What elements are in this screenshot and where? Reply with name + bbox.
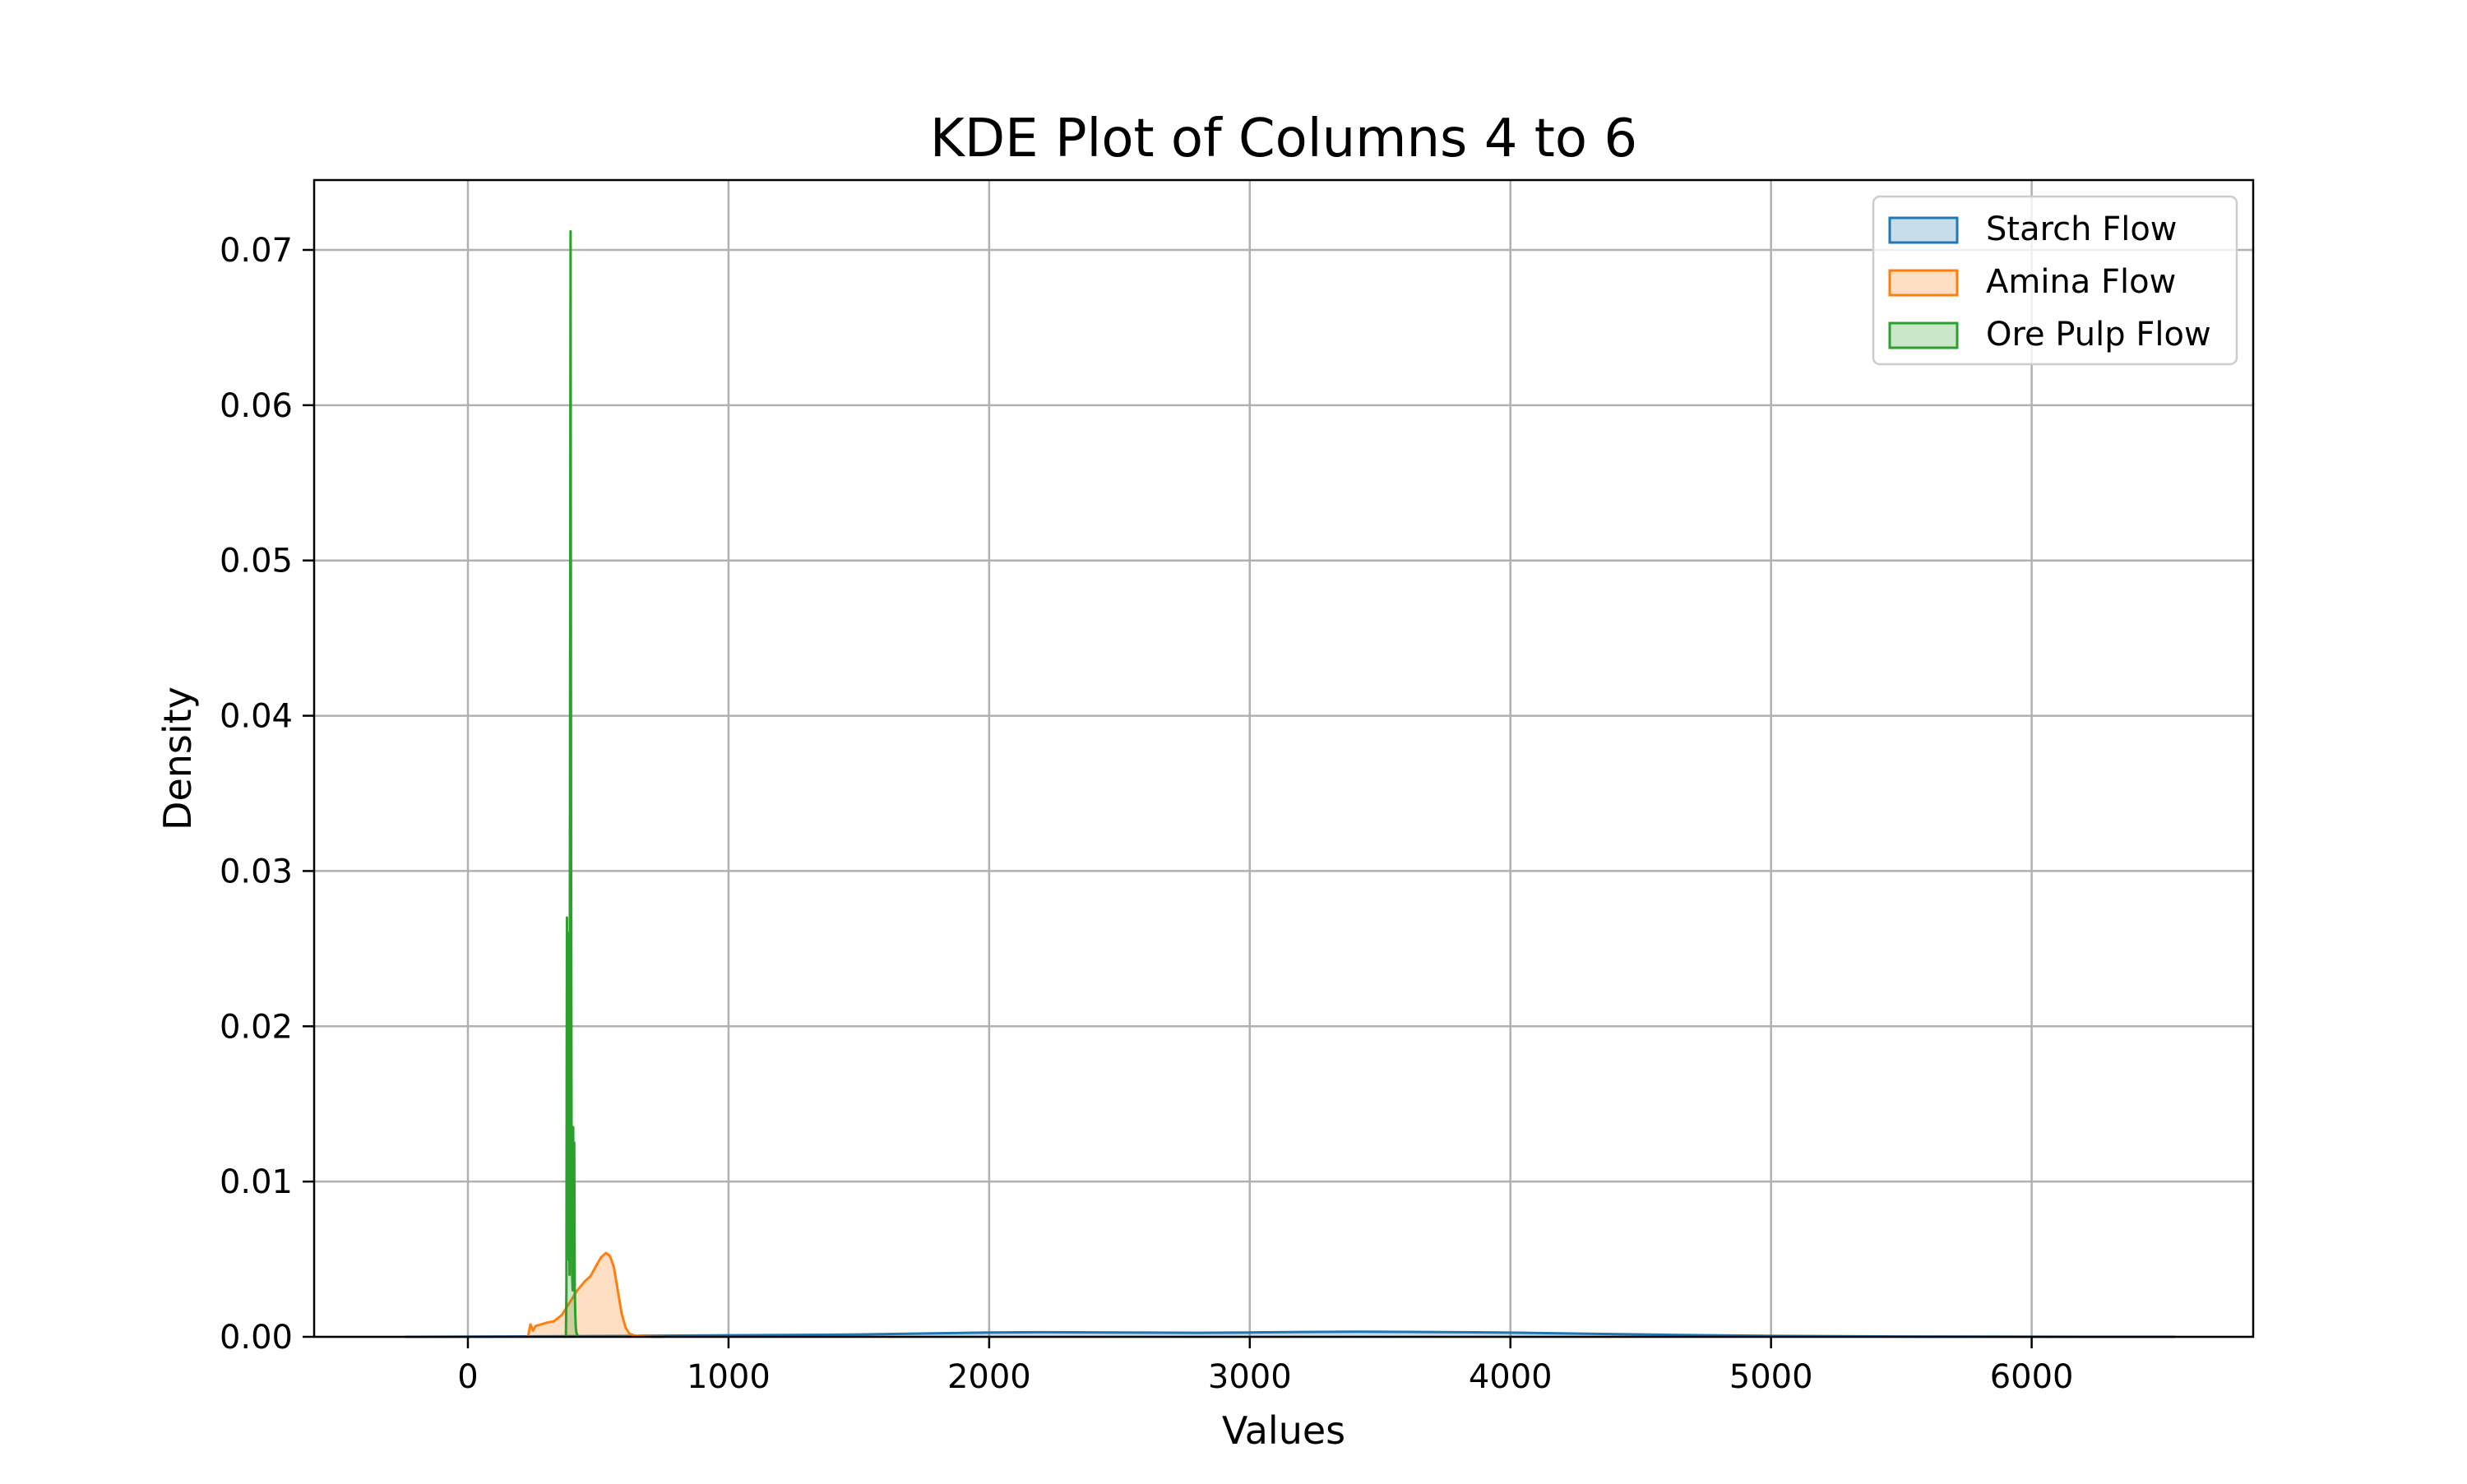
y-tick-label-1: 0.01 [220,1163,293,1201]
x-tick-label-5: 5000 [1729,1358,1813,1396]
x-axis-label: Values [1222,1408,1345,1453]
x-tick-label-6: 6000 [1990,1358,2074,1396]
grid-lines [314,180,2253,1338]
legend-swatch-amina-flow [1888,269,1959,297]
legend-swatch-ore-pulp-flow [1888,321,1959,349]
amina-flow-line [526,1251,664,1338]
series-layer [405,229,2175,1338]
legend-box [1872,195,2238,366]
y-tick-label-6: 0.06 [220,387,293,425]
y-tick-label-5: 0.05 [220,543,293,580]
plot-frame [312,178,2255,1338]
y-axis-label: Density [155,687,200,830]
starch-flow-line [405,1330,2175,1338]
legend-label-amina-flow: Amina Flow [1986,263,2176,301]
y-tick-label-0: 0.00 [220,1319,293,1357]
x-tick-label-0: 0 [457,1358,478,1396]
ore-pulp-flow-line [564,229,580,1338]
chart-title: KDE Plot of Columns 4 to 6 [930,109,1637,169]
y-tick-label-2: 0.02 [220,1008,293,1046]
legend-label-starch-flow: Starch Flow [1986,210,2178,248]
x-tick-label-3: 3000 [1208,1358,1292,1396]
x-tick-label-4: 4000 [1469,1358,1553,1396]
x-tick-label-2: 2000 [947,1358,1031,1396]
y-tick-label-4: 0.04 [220,698,293,736]
y-tick-label-7: 0.07 [220,232,293,270]
x-tick-label-1: 1000 [687,1358,771,1396]
axis-ticks: 0 1000 2000 3000 4000 5000 6000 0.00 0.01 0.02 0.0… [220,232,2074,1396]
legend: Starch Flow Amina Flow Ore Pulp Flow [1872,195,2238,366]
y-tick-label-3: 0.03 [220,853,293,890]
legend-label-ore-pulp-flow: Ore Pulp Flow [1986,316,2211,354]
legend-swatch-starch-flow [1888,216,1959,244]
